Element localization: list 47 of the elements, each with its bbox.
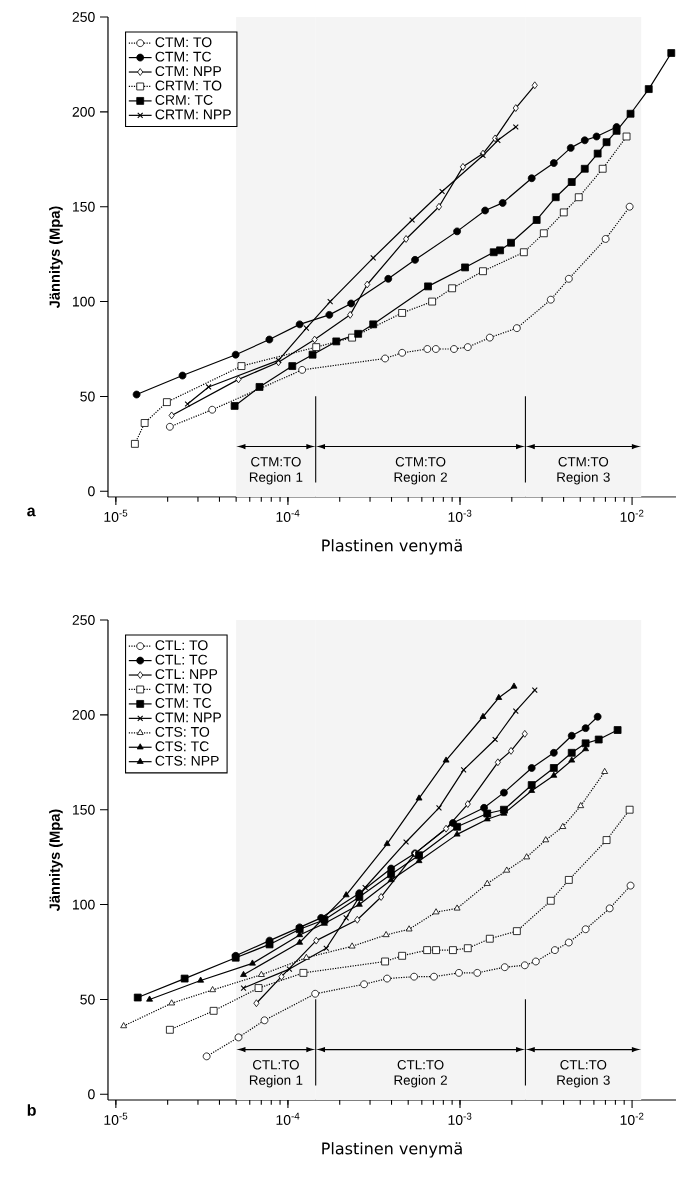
band-label: CTM:TO Region 1	[249, 457, 303, 485]
legend-label: CTM: TC	[155, 698, 212, 708]
legend-label: CTL: TC	[155, 654, 208, 665]
x-axis-title: Plastinen venymä	[322, 1142, 462, 1158]
y-tick-label: 100	[73, 296, 95, 307]
y-axis-title: Jännitys (Mpa)	[49, 206, 63, 309]
x-tick-label: 10$^{-5}$	[104, 509, 128, 522]
x-tick-label: 10$^{-3}$	[448, 509, 472, 522]
legend-label: CTM: NPP	[155, 66, 221, 77]
x-tick-label: 10$^{-3}$	[448, 1112, 472, 1125]
legend-label: CTS: TO	[155, 726, 210, 737]
y-tick-label: 0	[88, 1089, 95, 1100]
y-tick-label: 150	[73, 201, 95, 212]
y-tick-label: 200	[72, 709, 95, 720]
x-axis-title: Plastinen venymä	[322, 539, 462, 555]
legend-label: CRTM: NPP	[155, 109, 231, 120]
y-tick-label: 100	[73, 899, 95, 910]
y-tick-label: 50	[80, 391, 95, 402]
legend-label: CRM: TC	[155, 95, 213, 105]
y-axis-title: Jännitys (Mpa)	[49, 809, 63, 912]
band-label: CTM:TO Region 2	[394, 457, 447, 485]
legend-label: CTM: TO	[155, 37, 212, 48]
y-tick-label: 50	[80, 994, 95, 1005]
legend-label: CTM: NPP	[155, 712, 221, 723]
y-tick-label: 250	[72, 615, 95, 625]
band-label: CTL:TO Region 2	[394, 1060, 447, 1088]
band-label: CTM:TO Region 3	[557, 457, 610, 485]
y-tick-label: 150	[73, 804, 95, 815]
y-tick-label: 250	[72, 12, 95, 22]
legend-label: CTS: NPP	[155, 755, 219, 766]
legend-label: CTS: TC	[155, 741, 209, 752]
text: b	[27, 1104, 36, 1116]
legend-label: CTL: TO	[155, 640, 208, 651]
legend-label: CTL: NPP	[155, 669, 218, 680]
legend-label: CRTM: TO	[155, 80, 222, 91]
x-tick-label: 10$^{-2}$	[620, 509, 644, 522]
band-label: CTL:TO Region 1	[249, 1060, 303, 1088]
legend-label: CTM: TC	[155, 51, 212, 62]
x-tick-label: 10$^{-4}$	[276, 1112, 300, 1125]
x-tick-label: 10$^{-4}$	[276, 509, 300, 522]
x-tick-label: 10$^{-5}$	[104, 1112, 128, 1125]
text: a	[27, 507, 36, 517]
y-tick-label: 0	[88, 486, 95, 497]
legend-label: CTM: TO	[155, 683, 212, 694]
y-tick-label: 200	[72, 106, 95, 117]
band-label: CTL:TO Region 3	[557, 1060, 610, 1088]
x-tick-label: 10$^{-2}$	[620, 1112, 644, 1125]
